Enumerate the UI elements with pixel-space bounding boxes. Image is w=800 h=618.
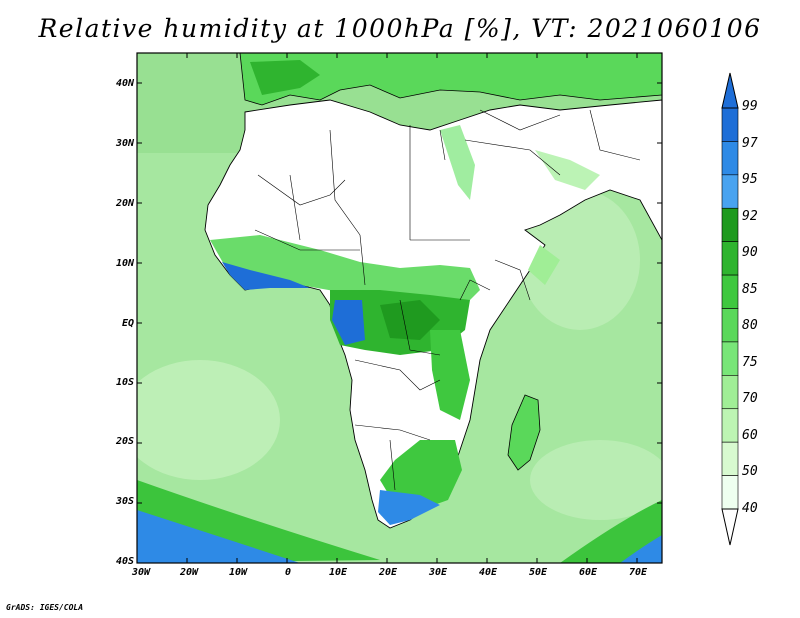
- colorbar-label-90: 90: [742, 245, 758, 260]
- colorbar-box: [721, 141, 739, 176]
- colorbar-label-95: 95: [742, 172, 758, 187]
- lat-label-30s: 30S: [115, 496, 134, 507]
- lat-label-30n: 30N: [115, 138, 134, 149]
- lat-label-40s: 40S: [115, 556, 134, 567]
- colorbar-label-92: 92: [742, 209, 758, 224]
- colorbar-box: [721, 174, 739, 209]
- lat-label-10s: 10S: [115, 377, 134, 388]
- map-frame: [136, 52, 663, 564]
- europe-land: [239, 53, 662, 106]
- colorbar-box: [721, 274, 739, 309]
- colorbar-label-40: 40: [742, 501, 758, 516]
- lon-label-30e: 30E: [428, 567, 448, 578]
- lon-label-10e: 10E: [328, 567, 348, 578]
- colorbar-box: [721, 241, 739, 276]
- map-title: Relative humidity at 1000hPa [%], VT: 20…: [38, 14, 762, 43]
- lat-label-40n: 40N: [115, 78, 134, 89]
- lon-label-50e: 50E: [528, 567, 548, 578]
- colorbar-box: [721, 408, 739, 443]
- colorbar-top-arrow: [721, 72, 739, 109]
- lat-label-20n: 20N: [115, 198, 134, 209]
- lon-label-60e: 60E: [578, 567, 598, 578]
- colorbar-box: [721, 207, 739, 242]
- colorbar-box: [721, 475, 739, 510]
- lat-label-10n: 10N: [115, 258, 134, 269]
- madagascar-land: [507, 394, 541, 471]
- colorbar-label-60: 60: [742, 428, 758, 443]
- lon-label-40e: 40E: [478, 567, 498, 578]
- colorbar-box: [721, 107, 739, 142]
- colorbar-box: [721, 308, 739, 343]
- lon-label-10w: 10W: [228, 567, 248, 578]
- lon-label-70e: 70E: [628, 567, 648, 578]
- colorbar-label-99: 99: [742, 99, 758, 114]
- colorbar-label-75: 75: [742, 355, 758, 370]
- lon-label-20e: 20E: [378, 567, 398, 578]
- colorbar-label-50: 50: [742, 464, 758, 479]
- lon-label-20w: 20W: [179, 567, 199, 578]
- colorbar-label-97: 97: [742, 136, 758, 151]
- colorbar-bottom-arrow: [721, 508, 739, 546]
- colorbar-label-80: 80: [742, 318, 758, 333]
- credit-text: GrADS: IGES/COLA: [6, 603, 84, 612]
- lat-label-eq: EQ: [121, 318, 134, 329]
- lon-label-0: 0: [284, 567, 292, 578]
- lat-label-20s: 20S: [115, 436, 134, 447]
- lon-label-30w: 30W: [131, 567, 151, 578]
- colorbar-label-85: 85: [742, 282, 758, 297]
- colorbar-box: [721, 441, 739, 476]
- colorbar-label-70: 70: [742, 391, 758, 406]
- colorbar-box: [721, 341, 739, 376]
- colorbar-box: [721, 375, 739, 410]
